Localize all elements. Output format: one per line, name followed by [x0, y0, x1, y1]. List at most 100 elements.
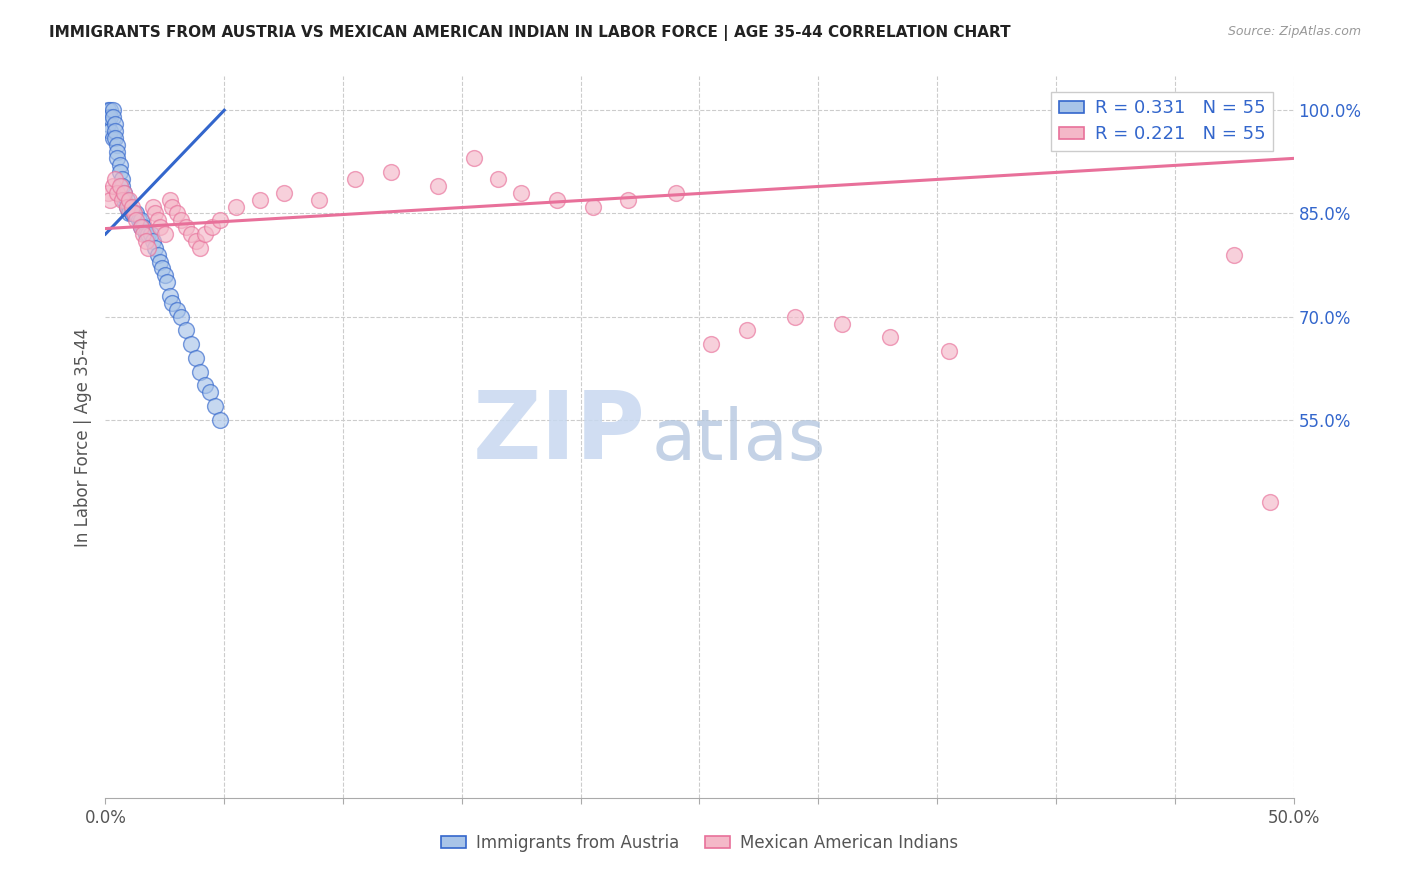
Point [208, 413, 231, 427]
Point [125, 206, 148, 220]
Point [879, 330, 901, 344]
Point [98, 193, 121, 207]
Point [101, 178, 124, 193]
Point [97, 117, 120, 131]
Point [115, 193, 138, 207]
Point [118, 206, 141, 220]
Point [143, 206, 166, 220]
Point [129, 220, 152, 235]
Point [783, 310, 806, 324]
Point [114, 186, 136, 200]
Text: IMMIGRANTS FROM AUSTRIA VS MEXICAN AMERICAN INDIAN IN LABOR FORCE | AGE 35-44 CO: IMMIGRANTS FROM AUSTRIA VS MEXICAN AMERI… [49, 25, 1011, 41]
Point [156, 275, 179, 289]
Point [136, 227, 159, 241]
Point [174, 220, 197, 235]
Point [184, 234, 207, 248]
Point [343, 172, 366, 186]
Point [132, 220, 155, 235]
Point [108, 165, 131, 179]
Point [114, 186, 136, 200]
Point [108, 178, 131, 193]
Point [463, 152, 485, 166]
Point [142, 200, 165, 214]
Point [149, 220, 172, 235]
Point [98, 110, 121, 124]
Point [132, 227, 155, 241]
Point [201, 220, 224, 235]
Point [146, 248, 169, 262]
Point [208, 213, 231, 227]
Point [170, 213, 193, 227]
Point [111, 172, 134, 186]
Point [160, 296, 183, 310]
Point [97, 110, 120, 124]
Point [135, 227, 157, 241]
Point [308, 193, 330, 207]
Point [273, 186, 295, 200]
Point [104, 117, 127, 131]
Point [831, 317, 853, 331]
Point [380, 165, 402, 179]
Point [174, 323, 197, 337]
Point [581, 200, 603, 214]
Point [153, 268, 176, 283]
Point [104, 172, 127, 186]
Point [128, 213, 150, 227]
Point [115, 200, 138, 214]
Legend: Immigrants from Austria, Mexican American Indians: Immigrants from Austria, Mexican America… [434, 827, 965, 859]
Point [97, 103, 120, 118]
Point [166, 206, 188, 220]
Point [122, 206, 145, 220]
Point [225, 200, 247, 214]
Point [101, 110, 124, 124]
Point [180, 227, 202, 241]
Point [166, 302, 188, 317]
Text: ZIP: ZIP [474, 387, 645, 480]
Point [427, 178, 450, 193]
Point [143, 241, 166, 255]
Point [546, 193, 568, 207]
Point [108, 158, 131, 172]
Point [121, 200, 143, 214]
Point [121, 206, 143, 220]
Point [104, 130, 127, 145]
Point [180, 337, 202, 351]
Point [105, 152, 128, 166]
Point [190, 241, 212, 255]
Point [142, 234, 165, 248]
Point [111, 193, 134, 207]
Point [938, 344, 960, 359]
Point [486, 172, 509, 186]
Point [735, 323, 758, 337]
Point [98, 124, 121, 138]
Point [111, 178, 134, 193]
Point [249, 193, 271, 207]
Point [190, 365, 212, 379]
Point [129, 213, 152, 227]
Point [129, 220, 152, 235]
Y-axis label: In Labor Force | Age 35-44: In Labor Force | Age 35-44 [73, 327, 91, 547]
Point [101, 103, 124, 118]
Point [194, 378, 217, 392]
Text: atlas: atlas [652, 406, 827, 475]
Point [510, 186, 533, 200]
Point [204, 399, 226, 413]
Point [101, 130, 124, 145]
Point [118, 193, 141, 207]
Point [184, 351, 207, 365]
Point [149, 254, 172, 268]
Point [159, 289, 181, 303]
Point [665, 186, 688, 200]
Point [104, 124, 127, 138]
Point [121, 206, 143, 220]
Point [122, 206, 145, 220]
Point [114, 193, 136, 207]
Point [105, 145, 128, 159]
Point [125, 213, 148, 227]
Point [160, 200, 183, 214]
Point [98, 103, 121, 118]
Point [153, 227, 176, 241]
Point [135, 234, 157, 248]
Point [1258, 495, 1281, 509]
Point [617, 193, 640, 207]
